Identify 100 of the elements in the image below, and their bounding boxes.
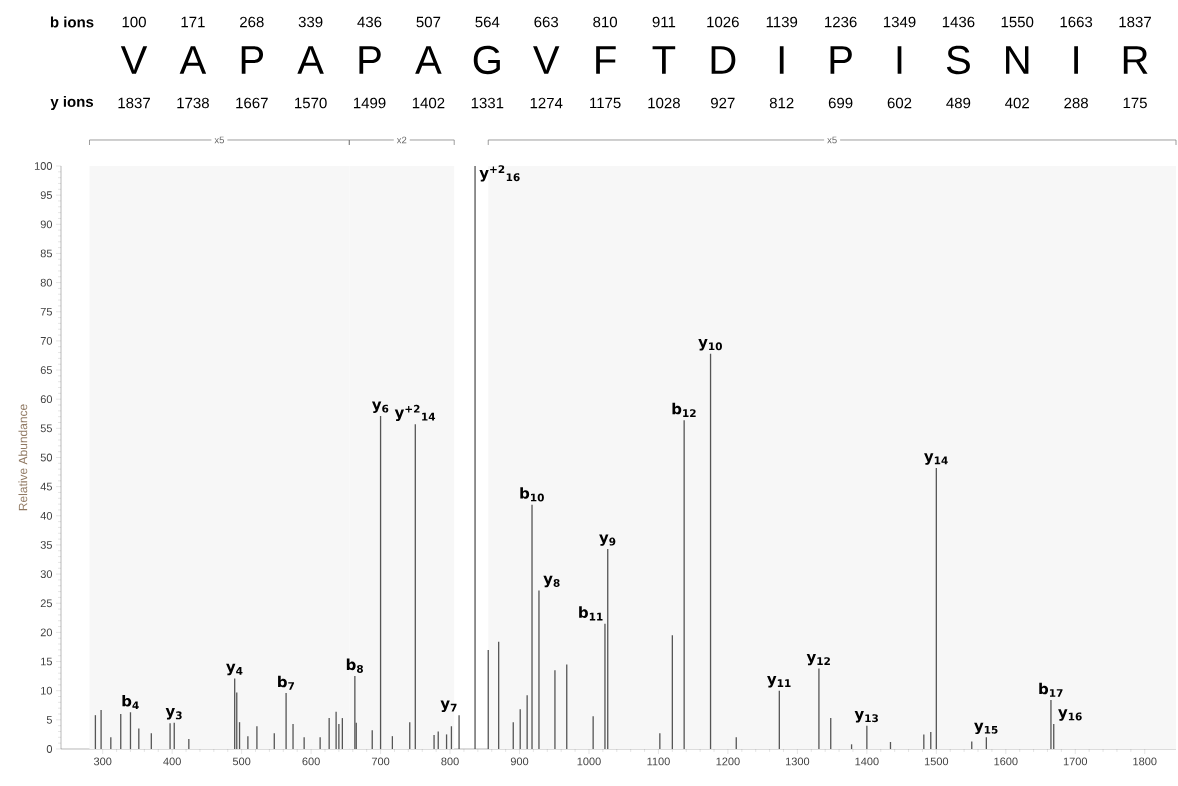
x-tick-label: 1500	[924, 757, 949, 766]
annotation: y$^{+2}$14	[394, 404, 436, 422]
annotation: y$_{6}$	[371, 401, 389, 413]
y-tick-label: 50	[40, 453, 53, 462]
text: 507	[416, 16, 441, 28]
y-tick-label: 45	[40, 482, 52, 491]
text: 1663	[1060, 16, 1093, 28]
x-tick-label: 1400	[855, 757, 879, 766]
annotation: y$_{16}$	[1058, 709, 1082, 721]
text: 1550	[1001, 16, 1034, 28]
y-tick-label: 65	[40, 366, 52, 374]
x-tick-label: 500	[232, 757, 251, 766]
text: I	[897, 46, 902, 74]
text: 1570	[295, 97, 327, 109]
text: 1667	[236, 97, 268, 109]
text: V	[120, 46, 148, 74]
text: 1436	[942, 16, 975, 28]
text: G	[473, 45, 500, 75]
text: 175	[1123, 97, 1147, 109]
x-tick-label: 1700	[1063, 757, 1088, 766]
y-tick-label: 40	[40, 511, 53, 520]
y-tick-label: 35	[40, 541, 52, 549]
y-tick-label: 20	[40, 628, 53, 637]
text: 268	[240, 16, 264, 28]
y-tick-label: 5	[46, 716, 52, 724]
text: N	[1006, 46, 1029, 74]
text: T	[652, 46, 676, 74]
text: 288	[1064, 97, 1088, 109]
annotation: b$_{7}$	[278, 675, 295, 690]
x-tick-label: 1800	[1133, 757, 1157, 766]
x-tick-label: 900	[510, 757, 529, 766]
text: 1837	[118, 97, 150, 109]
annotation: y$_{8}$	[543, 575, 560, 588]
y-tick-label: 90	[40, 220, 53, 229]
text: 171	[181, 16, 205, 28]
text: 1499	[353, 97, 386, 109]
annotation: b$_{10}$	[520, 487, 544, 502]
text: I	[779, 46, 784, 74]
y-tick-label: 15	[41, 657, 52, 666]
x-tick-label: 300	[93, 757, 112, 766]
annotation: y$_{3}$	[165, 708, 182, 720]
text: b ions	[50, 16, 94, 28]
text: 663	[534, 16, 559, 28]
y-tick-label: 25	[40, 599, 52, 608]
text: F	[596, 46, 616, 74]
x-tick-label: 600	[302, 757, 320, 766]
text: A	[297, 46, 324, 74]
y-tick-label: 10	[41, 686, 53, 695]
text: R	[1123, 46, 1148, 74]
text: 564	[475, 16, 500, 28]
x-tick-label: 1600	[994, 757, 1018, 766]
y-tick-label: 0	[46, 745, 53, 753]
text: A	[415, 46, 442, 74]
text: y ions	[50, 96, 94, 110]
annotation: b$_{8}$	[346, 658, 363, 673]
text: 927	[711, 97, 735, 109]
text: 1028	[648, 97, 680, 109]
text: 810	[593, 16, 618, 28]
y-tick-label: 95	[40, 191, 52, 200]
text: 1175	[590, 97, 621, 109]
text: S	[946, 45, 970, 75]
text: V	[533, 46, 560, 74]
text: 812	[769, 97, 794, 109]
annotation: y$_{15}$	[974, 722, 998, 735]
band-label: x2	[396, 136, 407, 144]
text: P	[241, 46, 264, 74]
text: 1837	[1119, 16, 1151, 28]
text: 1331	[471, 97, 504, 109]
text: 339	[298, 16, 323, 28]
y-tick-label: 60	[40, 395, 53, 404]
annotation: b$_{11}$	[579, 606, 603, 621]
annotation: y$_{9}$	[599, 534, 616, 546]
text: 1026	[707, 16, 739, 28]
text: 1139	[766, 16, 798, 28]
annotation: y$_{11}$	[767, 676, 791, 688]
band-label: x5	[827, 136, 837, 144]
x-tick-label: 1100	[647, 757, 670, 766]
y-tick-label: 30	[40, 570, 53, 578]
annotation: y$_{4}$	[226, 663, 243, 676]
text: 602	[887, 97, 912, 109]
x-tick-label: 400	[163, 757, 181, 766]
annotation: y$_{10}$	[698, 339, 722, 351]
text: 1236	[825, 16, 857, 28]
y-tick-label: 100	[34, 162, 53, 170]
text: I	[1074, 46, 1078, 74]
y-tick-label: 85	[40, 249, 52, 258]
text: 402	[1005, 97, 1029, 109]
text: P	[830, 46, 852, 74]
y-tick-label: 55	[40, 424, 52, 433]
y-tick-label: 70	[40, 337, 53, 345]
y-axis-title: Relative Abundance	[18, 404, 28, 511]
annotation: y$_{7}$	[440, 700, 457, 712]
annotation: b$_{17}$	[1039, 682, 1063, 697]
annotation: y$_{14}$	[924, 453, 948, 465]
text: P	[359, 46, 381, 74]
x-tick-label: 1200	[716, 757, 740, 766]
text: 436	[357, 16, 382, 28]
x-tick-label: 800	[441, 757, 459, 766]
annotation: y$_{12}$	[806, 653, 830, 666]
text: 1402	[412, 97, 445, 109]
